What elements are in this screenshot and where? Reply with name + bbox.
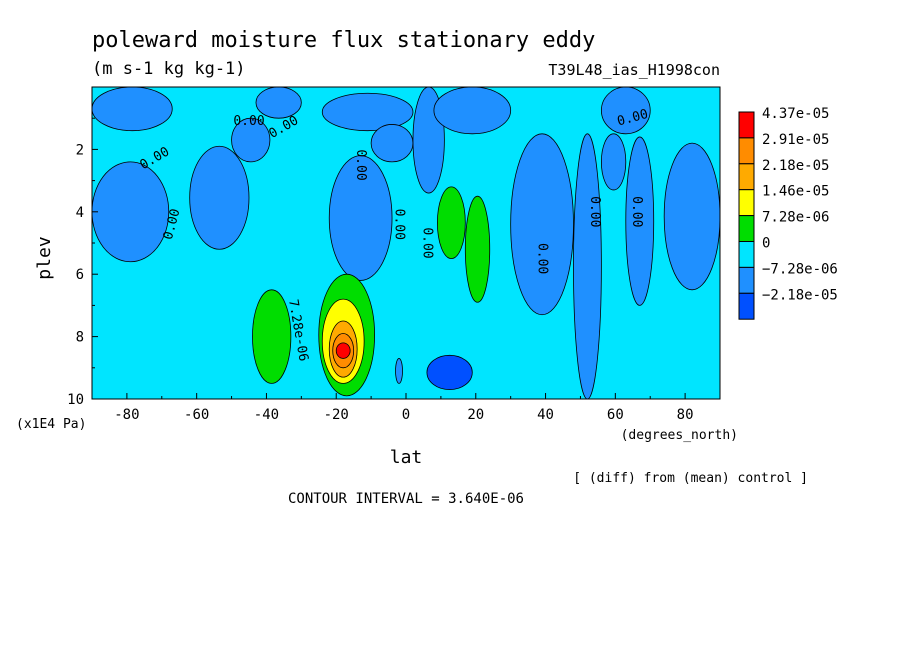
contour-label-9: 0.00 — [587, 196, 602, 227]
x-axis: -80 -60 -40 -20 0 20 40 60 80 — [91, 393, 721, 423]
x-axis-units: (degrees_north) — [621, 428, 738, 443]
contour-region-6 — [189, 145, 250, 250]
colorbar-swatch — [738, 137, 755, 165]
contour-region-12 — [600, 87, 651, 135]
colorbar-label: 2.18e-05 — [762, 158, 829, 174]
y-axis-label: plev — [34, 236, 55, 279]
x-tick-label: -20 — [324, 407, 349, 423]
contour-label-6: 0.00 — [419, 227, 434, 258]
contour-label-10: 0.00 — [629, 196, 644, 227]
contour-region-9 — [433, 87, 512, 135]
contour-region-20 — [436, 186, 466, 259]
contour-region-14 — [625, 136, 655, 306]
y-tick-label: 6 — [76, 267, 84, 283]
contour-region-16 — [395, 358, 403, 384]
x-axis-label: lat — [390, 447, 423, 468]
contour-label-0: 0.00 — [233, 114, 264, 129]
y-axis-units: (x1E4 Pa) — [16, 417, 86, 432]
contour-region-18 — [252, 289, 292, 384]
contour-region-2 — [321, 92, 414, 132]
experiment-label: T39L48_ias_H1998con — [548, 61, 720, 79]
chart-title: poleward moisture flux stationary eddy — [92, 28, 595, 53]
x-tick-label: 0 — [402, 407, 410, 423]
colorbar-swatch — [738, 292, 755, 320]
contour-region-0 — [92, 87, 173, 132]
contour-region-13 — [600, 133, 627, 191]
colorbar-swatch — [738, 215, 755, 243]
contour-interval: CONTOUR INTERVAL = 3.640E-06 — [288, 491, 524, 507]
contour-label-5: 0.00 — [392, 209, 407, 240]
contour-region-7 — [231, 117, 271, 163]
x-tick-label: -80 — [114, 407, 139, 423]
y-tick-label: 4 — [76, 205, 84, 221]
x-tick-label: 20 — [467, 407, 484, 423]
contour-region-3 — [370, 124, 414, 163]
diff-note: [ (diff) from (mean) control ] — [573, 471, 808, 486]
contour-region-21 — [464, 195, 491, 303]
contour-region-25 — [335, 342, 351, 359]
contour-region-17 — [426, 354, 473, 391]
colorbar-label: 1.46e-05 — [762, 184, 829, 200]
contour-region-10 — [510, 133, 574, 316]
x-tick-label: 80 — [677, 407, 694, 423]
colorbar-label: 2.91e-05 — [762, 132, 829, 148]
y-tick-label: 2 — [76, 142, 84, 158]
y-tick-label: 8 — [76, 330, 84, 346]
contour-label-4: 0.00 — [353, 149, 368, 180]
y-tick-label: 10 — [67, 392, 84, 408]
colorbar: 4.37e-05 2.91e-05 2.18e-05 1.46e-05 7.28e-06… — [738, 106, 838, 320]
colorbar-label: −7.28e-06 — [762, 261, 838, 277]
contour-region-1 — [255, 87, 302, 119]
contour-region-4 — [328, 155, 393, 281]
colorbar-label: 4.37e-05 — [762, 106, 829, 122]
y-axis: 2 4 6 8 10 — [67, 117, 98, 408]
colorbar-swatch — [738, 111, 755, 139]
chart-units: (m s-1 kg kg-1) — [92, 59, 246, 79]
contour-region-15 — [663, 142, 720, 291]
colorbar-label: 0 — [762, 236, 770, 252]
contour-region-11 — [573, 133, 602, 399]
colorbar-swatch — [738, 163, 755, 191]
x-tick-label: -60 — [184, 407, 209, 423]
contour-fill-regions — [92, 87, 720, 399]
colorbar-swatch — [738, 266, 755, 294]
colorbar-label: −2.18e-05 — [762, 287, 838, 303]
x-tick-label: 60 — [607, 407, 624, 423]
contour-region-5 — [92, 161, 170, 263]
colorbar-label: 7.28e-06 — [762, 210, 829, 226]
colorbar-swatch — [738, 189, 755, 217]
x-tick-label: 40 — [537, 407, 554, 423]
contour-label-8: 0.00 — [535, 243, 550, 274]
colorbar-swatch — [738, 241, 755, 268]
x-tick-label: -40 — [254, 407, 279, 423]
